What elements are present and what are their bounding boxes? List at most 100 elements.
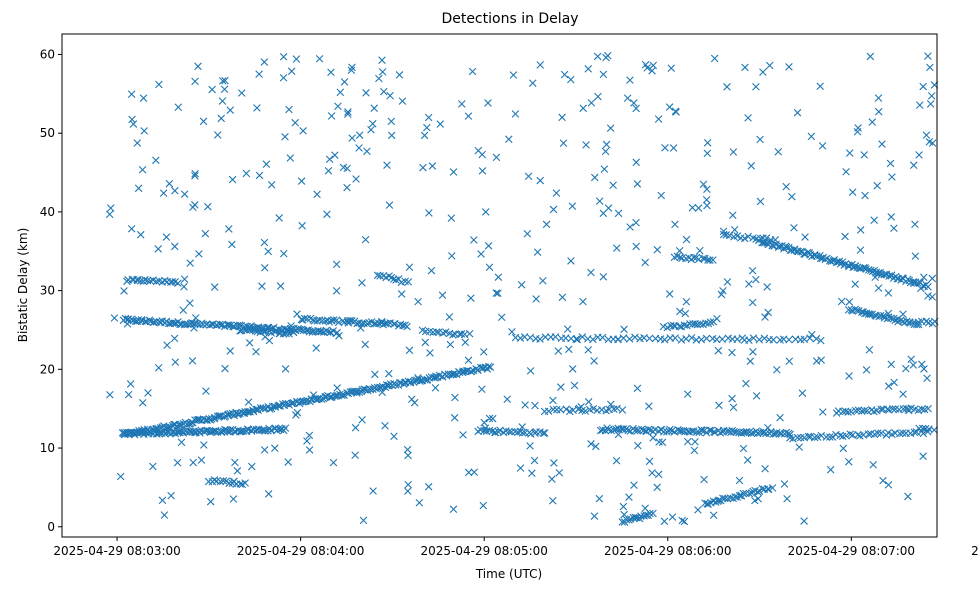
data-point-284 — [243, 408, 252, 416]
data-point-1773 — [754, 494, 762, 503]
data-point-1673 — [742, 379, 750, 388]
data-point-1301 — [517, 281, 526, 289]
data-point-794 — [782, 243, 791, 252]
data-point-1430 — [191, 169, 199, 178]
data-point-1660 — [404, 480, 412, 489]
data-point-1748 — [730, 225, 739, 234]
data-point-1667 — [351, 451, 359, 460]
data-point-1591 — [245, 339, 254, 347]
data-point-1202 — [348, 63, 356, 72]
data-point-1669 — [267, 181, 276, 189]
data-point-747 — [733, 493, 742, 501]
data-point-1444 — [874, 107, 883, 116]
data-point-1751 — [229, 495, 238, 503]
data-point-1650 — [106, 204, 115, 212]
data-point-1246 — [230, 477, 238, 486]
data-point-707 — [690, 253, 698, 262]
data-point-1565 — [260, 263, 269, 272]
data-point-478 — [429, 328, 437, 337]
data-point-1270 — [163, 341, 171, 349]
data-point-1653 — [604, 204, 613, 212]
data-point-1382 — [324, 167, 333, 175]
data-point-1717 — [228, 175, 237, 184]
data-point-1414 — [492, 289, 501, 297]
data-point-957 — [836, 431, 845, 440]
data-point-1376 — [909, 161, 918, 169]
data-point-1495 — [816, 82, 824, 91]
data-point-1744 — [154, 245, 163, 253]
data-point-1441 — [190, 324, 198, 332]
data-point-1409 — [264, 247, 273, 256]
data-point-1345 — [138, 165, 147, 174]
data-point-568 — [785, 335, 793, 344]
data-point-1517 — [140, 127, 148, 135]
data-point-1117 — [168, 277, 177, 286]
data-point-1330 — [739, 444, 748, 453]
data-point-1531 — [264, 490, 273, 498]
data-point-1729 — [785, 63, 793, 71]
data-point-1621 — [684, 437, 692, 446]
data-point-1571 — [281, 132, 289, 141]
data-point-1240 — [633, 384, 642, 393]
data-point-1580 — [909, 361, 918, 369]
data-point-1235 — [826, 465, 835, 474]
data-point-1754 — [333, 384, 341, 392]
data-point-1107 — [141, 275, 149, 284]
data-point-1396 — [632, 218, 640, 227]
data-point-1380 — [347, 66, 356, 75]
data-point-1497 — [526, 367, 535, 375]
data-point-600 — [607, 426, 616, 435]
data-point-1237 — [530, 456, 539, 465]
data-point-479 — [432, 328, 441, 336]
data-point-643 — [698, 426, 707, 435]
data-point-528 — [578, 333, 587, 341]
data-point-945 — [793, 433, 802, 442]
data-point-1685 — [533, 248, 542, 256]
data-point-1312 — [327, 112, 336, 120]
data-point-1542 — [865, 346, 874, 354]
data-point-1266 — [868, 118, 877, 126]
data-point-580 — [562, 405, 571, 414]
data-point-680 — [777, 429, 786, 438]
data-point-1672 — [812, 357, 821, 365]
data-point-1298 — [173, 458, 182, 467]
data-point-1307 — [709, 511, 718, 520]
data-point-1782 — [694, 506, 702, 514]
data-point-1015 — [922, 317, 931, 326]
data-point-1778 — [213, 131, 222, 139]
data-point-1186 — [817, 356, 826, 364]
data-point-1296 — [225, 225, 233, 233]
data-point-577 — [549, 405, 558, 414]
data-point-1764 — [485, 263, 494, 272]
data-point-1267 — [719, 227, 728, 236]
data-point-1578 — [244, 398, 253, 406]
data-point-197 — [261, 427, 269, 435]
data-point-1405 — [427, 266, 436, 275]
data-point-1478 — [668, 513, 677, 521]
data-point-1537 — [924, 52, 932, 60]
data-point-1057 — [930, 426, 938, 434]
data-point-1709 — [625, 493, 633, 501]
data-point-532 — [598, 333, 607, 342]
data-point-1575 — [785, 357, 794, 366]
data-point-1492 — [419, 163, 427, 172]
data-point-555 — [718, 335, 726, 343]
data-point-1750 — [159, 189, 168, 197]
data-point-1432 — [356, 324, 365, 332]
data-point-1487 — [667, 64, 676, 73]
data-point-1455 — [595, 197, 604, 205]
data-point-501 — [505, 427, 513, 436]
data-point-746 — [731, 493, 739, 501]
data-point-1363 — [728, 348, 736, 357]
data-point-1172 — [355, 144, 363, 152]
y-axis-label: Bistatic Delay (km) — [16, 228, 30, 343]
data-point-1656 — [247, 462, 256, 471]
data-point-1180 — [601, 147, 610, 156]
data-point-1120 — [204, 477, 213, 486]
data-point-552 — [702, 334, 711, 343]
data-point-1417 — [361, 340, 369, 349]
data-point-1727 — [890, 224, 898, 233]
data-point-1675 — [861, 191, 869, 200]
data-point-1357 — [138, 398, 147, 407]
data-point-1198 — [171, 186, 179, 195]
